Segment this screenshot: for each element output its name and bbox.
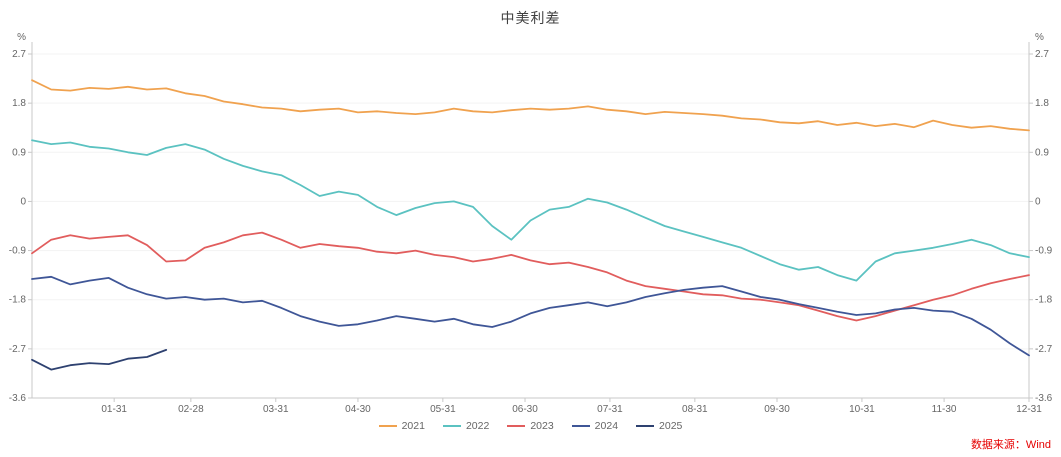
y-tick-label-left: -1.8	[9, 295, 27, 306]
y-tick-label-right: -1.8	[1035, 295, 1053, 306]
x-tick-label: 06-30	[512, 404, 538, 415]
x-tick-label: 09-30	[764, 404, 790, 415]
series-line-2022	[31, 139, 1030, 282]
y-tick-label-left: 0	[20, 196, 26, 207]
legend-label-2023: 2023	[530, 420, 554, 432]
x-tick-label: 08-31	[682, 404, 708, 415]
chart-canvas: 2.7 2.7 1.8 1.8 0.9 0.9 0 0 -0.9 -0.9 -1.8 -1.8 -2.7…	[9, 32, 1053, 415]
legend-item-2021[interactable]: 2021	[378, 420, 425, 432]
y-tick-label-right: -2.7	[1035, 344, 1053, 355]
y-tick-label-right: 1.8	[1035, 98, 1049, 109]
series-line-2025	[31, 348, 168, 371]
legend-swatch-2021	[378, 425, 397, 427]
legend-label-2021: 2021	[401, 420, 425, 432]
series-line-2024	[31, 275, 1030, 357]
legend-label-2024: 2024	[594, 420, 619, 432]
legend-label-2025: 2025	[659, 420, 683, 432]
series-line-2021	[31, 79, 1030, 132]
y-tick-label-right: -0.9	[1035, 246, 1053, 257]
x-tick-label: 03-31	[263, 404, 289, 415]
x-tick-label: 04-30	[345, 404, 371, 415]
x-tick-label: 01-31	[101, 404, 127, 415]
y-tick-label-left: -3.6	[9, 393, 27, 404]
legend-swatch-2023	[507, 425, 526, 427]
y-tick-label-right: -3.6	[1035, 393, 1053, 404]
y-tick-label-left: 1.8	[12, 98, 26, 109]
legend-swatch-2022	[442, 425, 461, 427]
legend-label-2022: 2022	[465, 420, 490, 432]
y-tick-label-left: 2.7	[12, 49, 26, 60]
x-tick-label: 11-30	[932, 404, 957, 415]
x-tick-label: 07-31	[597, 404, 623, 415]
y-tick-label-left: -0.9	[9, 246, 27, 257]
y-tick-label-left: -2.7	[9, 344, 27, 355]
y-tick-label-right: 2.7	[1035, 49, 1049, 60]
legend: 2021 2022 2023 2024 2025	[0, 420, 1061, 432]
legend-swatch-2024	[571, 425, 590, 427]
legend-item-2022[interactable]: 2022	[442, 420, 490, 432]
series-line-2023	[31, 231, 1030, 322]
x-tick-label: 10-31	[849, 404, 875, 415]
y-tick-label-left: 0.9	[12, 147, 26, 158]
legend-swatch-2025	[636, 425, 655, 427]
y-axis-unit-right: %	[1035, 32, 1044, 43]
x-tick-label: 02-28	[178, 404, 204, 415]
y-tick-label-right: 0	[1035, 196, 1041, 207]
legend-item-2024[interactable]: 2024	[571, 420, 619, 432]
legend-item-2025[interactable]: 2025	[636, 420, 682, 432]
x-tick-label: 12-31	[1016, 404, 1042, 415]
data-source-label: 数据来源：Wind	[970, 439, 1051, 451]
legend-item-2023[interactable]: 2023	[507, 420, 554, 432]
y-tick-label-right: 0.9	[1035, 147, 1049, 158]
y-axis-unit-left: %	[17, 32, 26, 43]
chart-title: 中美利差	[500, 10, 561, 26]
x-tick-label: 05-31	[430, 404, 456, 415]
